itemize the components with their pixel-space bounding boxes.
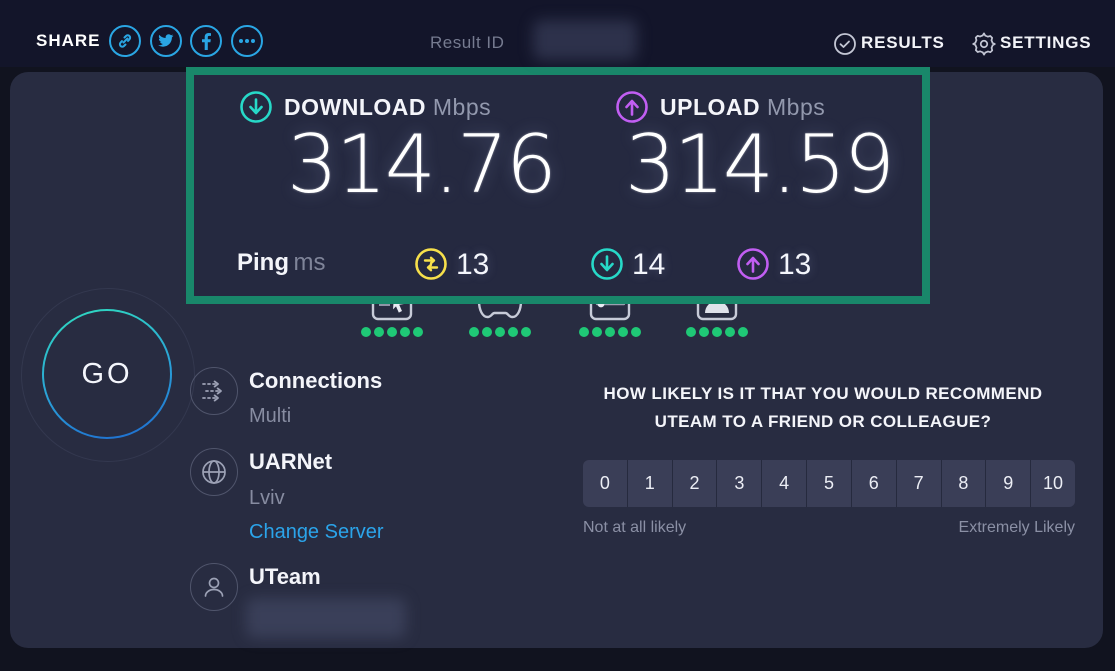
survey-question-line2: UTEAM TO A FRIEND OR COLLEAGUE? [654, 412, 992, 431]
share-more-button[interactable] [231, 25, 263, 57]
provider-user-icon [190, 563, 238, 611]
ping-upload-icon [736, 247, 770, 281]
nps-5[interactable]: 5 [807, 460, 852, 507]
ping-idle-value: 13 [456, 248, 490, 281]
rating-dots [469, 327, 531, 337]
nps-0[interactable]: 0 [583, 460, 628, 507]
nps-4[interactable]: 4 [762, 460, 808, 507]
result-id-redacted [533, 20, 637, 60]
upload-value: 314.59 [625, 118, 895, 211]
nps-7[interactable]: 7 [896, 460, 942, 507]
facebook-icon [201, 32, 211, 50]
upload-label: UPLOAD Mbps [660, 94, 826, 120]
provider-ip-redacted [246, 598, 406, 638]
link-icon [117, 33, 133, 49]
ellipsis-icon [238, 38, 256, 44]
rating-dots [579, 327, 641, 337]
nps-9[interactable]: 9 [986, 460, 1032, 507]
provider-name: UTeam [249, 564, 321, 589]
change-server-link[interactable]: Change Server [249, 521, 384, 543]
server-location: Lviv [249, 487, 285, 509]
settings-gear-icon [971, 31, 997, 57]
upload-unit: Mbps [767, 94, 826, 120]
nps-10[interactable]: 10 [1031, 460, 1075, 507]
connections-value: Multi [249, 405, 292, 427]
ping-label: Ping ms [237, 249, 326, 276]
nps-2[interactable]: 2 [672, 460, 718, 507]
nps-3[interactable]: 3 [717, 460, 763, 507]
server-globe-icon [190, 448, 238, 496]
go-button[interactable]: GO [42, 309, 172, 439]
nav-results[interactable]: RESULTS [861, 33, 945, 52]
share-facebook-button[interactable] [190, 25, 222, 57]
download-unit: Mbps [432, 94, 492, 120]
connections-title: Connections [249, 368, 383, 393]
nps-min-label: Not at all likely [583, 519, 687, 536]
nps-6[interactable]: 6 [851, 460, 897, 507]
rating-dots [686, 327, 748, 337]
ping-upload-value: 13 [778, 248, 812, 281]
download-value: 314.76 [287, 118, 557, 211]
nps-scale: 0 1 2 3 4 5 6 7 8 9 10 [583, 460, 1075, 507]
share-link-button[interactable] [109, 25, 141, 57]
survey-question-line1: HOW LIKELY IS IT THAT YOU WOULD RECOMMEN… [603, 384, 1043, 403]
nps-8[interactable]: 8 [941, 460, 987, 507]
upload-icon [615, 90, 649, 124]
results-check-icon [833, 32, 857, 56]
share-label: SHARE [36, 31, 101, 50]
ping-unit: ms [293, 249, 326, 276]
result-id-label: Result ID [430, 33, 505, 52]
server-name: UARNet [249, 449, 333, 474]
ping-download-value: 14 [632, 248, 666, 281]
nps-1[interactable]: 1 [627, 460, 673, 507]
twitter-icon [158, 34, 174, 48]
top-bar: SHARE Result ID RESULTS [0, 0, 1115, 67]
rating-dots [361, 327, 423, 337]
go-button-label: GO [81, 357, 133, 390]
results-highlight-box: DOWNLOAD Mbps 314.76 UPLOAD Mbps 314.59 … [186, 67, 930, 304]
ping-idle-icon [414, 247, 448, 281]
ping-download-icon [590, 247, 624, 281]
nav-settings[interactable]: SETTINGS [1000, 33, 1092, 52]
share-twitter-button[interactable] [150, 25, 182, 57]
download-label: DOWNLOAD Mbps [284, 94, 492, 120]
nps-max-label: Extremely Likely [958, 519, 1075, 536]
download-icon [239, 90, 273, 124]
connections-icon [190, 367, 238, 415]
